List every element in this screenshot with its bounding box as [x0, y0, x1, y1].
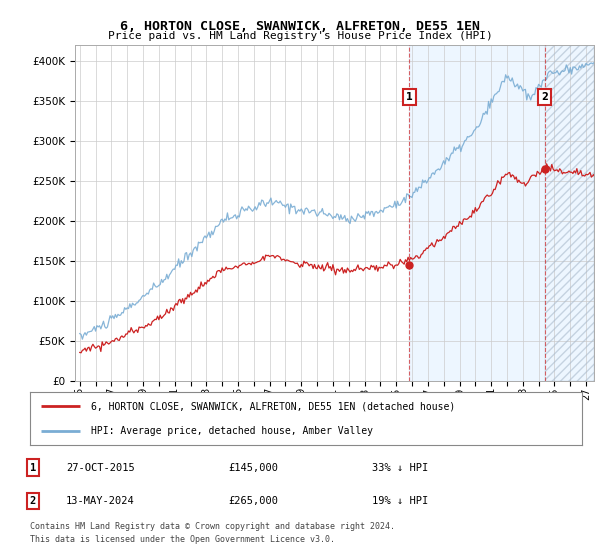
Bar: [545, 45, 594, 381]
Text: 1: 1: [406, 92, 413, 102]
Text: 2: 2: [30, 496, 36, 506]
Bar: [545, 45, 594, 381]
Text: 6, HORTON CLOSE, SWANWICK, ALFRETON, DE55 1EN: 6, HORTON CLOSE, SWANWICK, ALFRETON, DE5…: [120, 20, 480, 32]
Text: 13-MAY-2024: 13-MAY-2024: [66, 496, 135, 506]
Bar: [409, 45, 594, 381]
Text: 19% ↓ HPI: 19% ↓ HPI: [372, 496, 428, 506]
Text: 1: 1: [30, 463, 36, 473]
Text: HPI: Average price, detached house, Amber Valley: HPI: Average price, detached house, Ambe…: [91, 426, 373, 436]
Text: £145,000: £145,000: [228, 463, 278, 473]
Text: 2: 2: [541, 92, 548, 102]
Text: 33% ↓ HPI: 33% ↓ HPI: [372, 463, 428, 473]
Text: Contains HM Land Registry data © Crown copyright and database right 2024.: Contains HM Land Registry data © Crown c…: [30, 522, 395, 531]
Text: Price paid vs. HM Land Registry's House Price Index (HPI): Price paid vs. HM Land Registry's House …: [107, 31, 493, 41]
Text: £265,000: £265,000: [228, 496, 278, 506]
Text: 6, HORTON CLOSE, SWANWICK, ALFRETON, DE55 1EN (detached house): 6, HORTON CLOSE, SWANWICK, ALFRETON, DE5…: [91, 402, 455, 412]
Text: This data is licensed under the Open Government Licence v3.0.: This data is licensed under the Open Gov…: [30, 535, 335, 544]
Text: 27-OCT-2015: 27-OCT-2015: [66, 463, 135, 473]
